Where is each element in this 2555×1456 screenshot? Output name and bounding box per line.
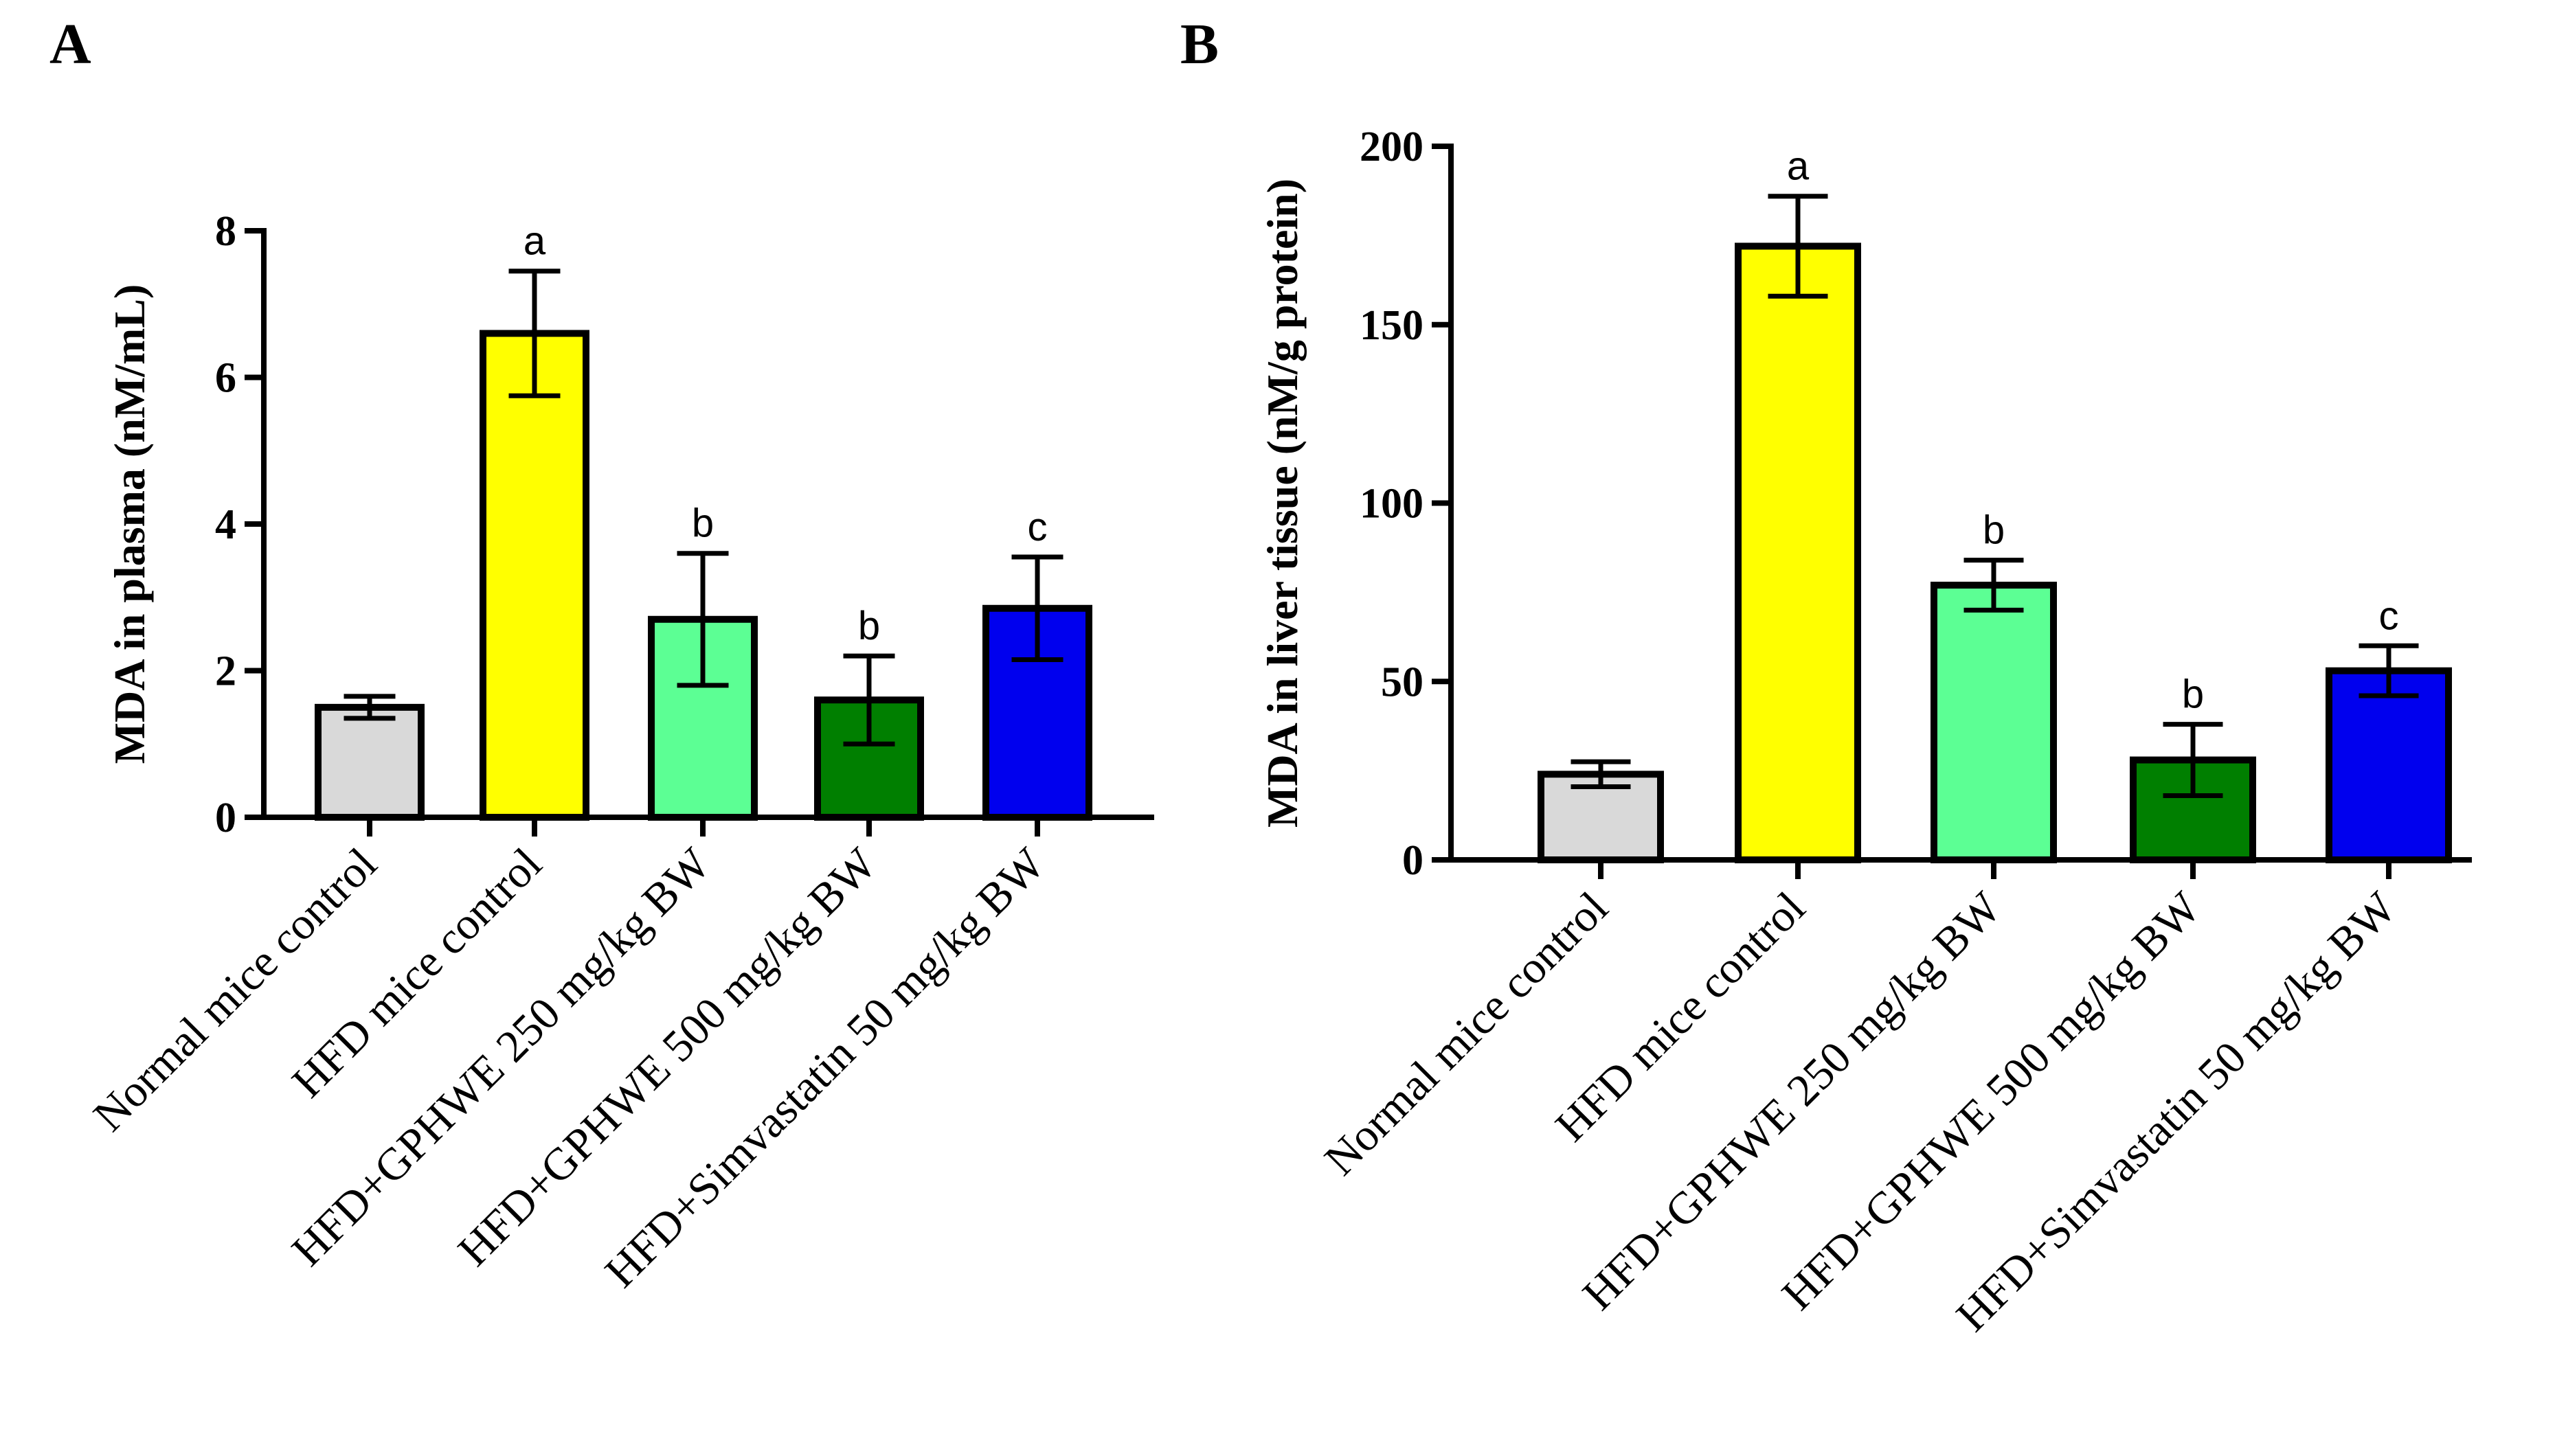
y-tick-label: 4 (215, 501, 236, 548)
y-tick-label: 100 (1360, 481, 1423, 527)
significance-label: b (692, 501, 714, 546)
panel-letter-a: A (49, 12, 91, 76)
y-axis-title: MDA in liver tissue (nM/g protein) (1258, 179, 1307, 828)
bar (315, 703, 425, 821)
significance-label: b (1983, 508, 2005, 553)
significance-label: c (2379, 593, 2399, 638)
category-label: Normal mice control (84, 839, 386, 1141)
y-tick-label: 8 (215, 208, 236, 255)
significance-label: a (524, 219, 546, 264)
bar (480, 330, 589, 821)
category-label: HFD+GPHWE 500 mg/kg BW (1772, 882, 2210, 1319)
y-tick-label: 150 (1360, 302, 1423, 349)
y-tick-label: 50 (1381, 659, 1423, 705)
y-tick-label: 6 (215, 355, 236, 402)
y-tick-label: 2 (215, 648, 236, 695)
bar (1735, 242, 1861, 863)
category-label: HFD+GPHWE 250 mg/kg BW (1573, 882, 2011, 1319)
bar (2326, 667, 2452, 863)
significance-label: c (1028, 505, 1048, 549)
significance-label: b (2182, 672, 2204, 717)
panel-letter-b: B (1180, 12, 1219, 76)
chart-panel-b: 0 50 100 150 200 MDA in liver tissue (nM/g pr… (1258, 124, 2472, 1341)
significance-label: a (1787, 144, 1810, 189)
significance-label: b (858, 604, 880, 648)
y-tick-label: 200 (1360, 124, 1423, 170)
chart-panel-a: 0 2 4 6 8 MDA in plasma (nM/mL) Normal mice co… (84, 208, 1154, 1297)
y-tick-label: 0 (1402, 837, 1423, 884)
bar (1931, 581, 2057, 863)
y-tick-label: 0 (215, 795, 236, 841)
y-axis-title: MDA in plasma (nM/mL) (105, 284, 154, 764)
